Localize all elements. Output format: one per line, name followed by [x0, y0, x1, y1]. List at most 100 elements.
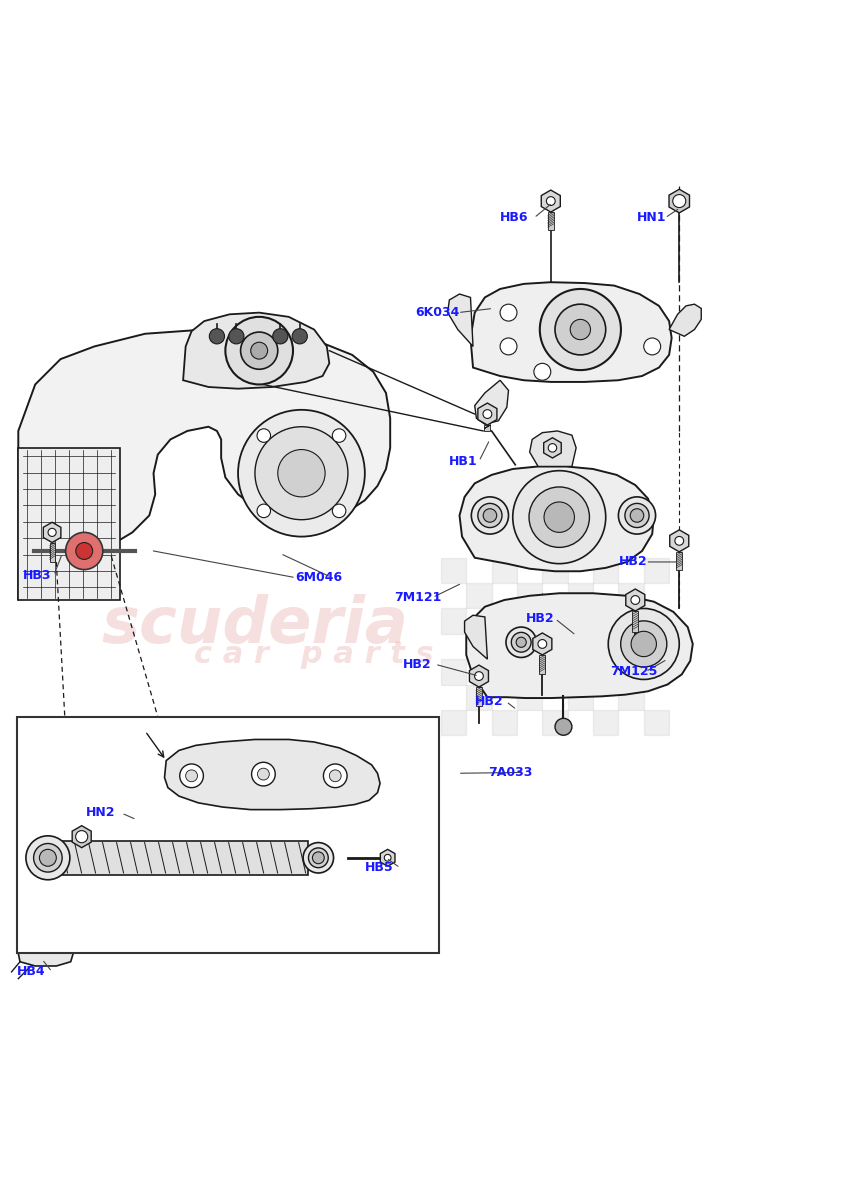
- Bar: [644, 710, 669, 736]
- Text: HN1: HN1: [637, 211, 667, 224]
- Circle shape: [238, 410, 365, 536]
- Circle shape: [255, 427, 348, 520]
- Text: HB5: HB5: [365, 862, 393, 875]
- Circle shape: [180, 764, 204, 787]
- Circle shape: [332, 504, 346, 517]
- Bar: [644, 558, 669, 583]
- Bar: [567, 684, 593, 710]
- Bar: [466, 583, 492, 608]
- Circle shape: [483, 509, 497, 522]
- Bar: [644, 608, 669, 634]
- Bar: [618, 583, 644, 608]
- Circle shape: [516, 637, 527, 647]
- Bar: [49, 542, 54, 562]
- Bar: [517, 634, 543, 659]
- Text: HB2: HB2: [403, 658, 432, 671]
- Circle shape: [186, 770, 198, 781]
- Circle shape: [48, 528, 56, 536]
- Text: 6K034: 6K034: [416, 306, 460, 319]
- Polygon shape: [669, 304, 701, 336]
- Circle shape: [258, 768, 270, 780]
- Bar: [593, 710, 618, 736]
- Bar: [543, 608, 567, 634]
- Bar: [539, 655, 545, 674]
- Circle shape: [209, 329, 225, 344]
- Circle shape: [625, 503, 649, 528]
- Polygon shape: [471, 282, 672, 382]
- Circle shape: [34, 844, 62, 872]
- Polygon shape: [541, 190, 561, 212]
- Circle shape: [555, 719, 572, 736]
- Circle shape: [278, 450, 325, 497]
- Polygon shape: [544, 438, 561, 458]
- Circle shape: [631, 631, 656, 656]
- Bar: [543, 659, 567, 684]
- Text: HN2: HN2: [86, 806, 115, 820]
- Polygon shape: [470, 665, 488, 688]
- Circle shape: [506, 628, 537, 658]
- Text: scuderia: scuderia: [102, 594, 409, 656]
- Bar: [517, 684, 543, 710]
- Bar: [17, 716, 439, 953]
- Circle shape: [483, 409, 492, 419]
- Text: HB2: HB2: [475, 695, 504, 708]
- Circle shape: [273, 329, 288, 344]
- Circle shape: [513, 470, 605, 564]
- Bar: [543, 558, 567, 583]
- Circle shape: [323, 764, 347, 787]
- Bar: [543, 710, 567, 736]
- Circle shape: [544, 502, 574, 533]
- Polygon shape: [381, 850, 395, 866]
- Circle shape: [618, 497, 656, 534]
- Text: 7M121: 7M121: [394, 590, 442, 604]
- Circle shape: [549, 444, 556, 452]
- Polygon shape: [530, 431, 576, 467]
- Circle shape: [26, 836, 70, 880]
- Bar: [19, 448, 120, 600]
- Bar: [517, 583, 543, 608]
- Polygon shape: [72, 826, 92, 847]
- Circle shape: [332, 428, 346, 443]
- Circle shape: [631, 595, 639, 605]
- Bar: [633, 611, 639, 632]
- Circle shape: [293, 329, 307, 344]
- Bar: [618, 634, 644, 659]
- Text: HB6: HB6: [500, 211, 528, 224]
- Circle shape: [226, 317, 293, 384]
- Circle shape: [251, 342, 268, 359]
- Bar: [441, 659, 466, 684]
- Circle shape: [475, 672, 483, 680]
- Circle shape: [303, 842, 333, 874]
- Circle shape: [644, 338, 661, 355]
- Bar: [476, 688, 482, 707]
- Text: 6M046: 6M046: [295, 571, 343, 583]
- Circle shape: [39, 850, 56, 866]
- Polygon shape: [669, 190, 689, 212]
- Polygon shape: [460, 467, 654, 571]
- Circle shape: [546, 197, 555, 205]
- Polygon shape: [533, 632, 552, 655]
- Circle shape: [229, 329, 244, 344]
- Polygon shape: [478, 403, 497, 425]
- Circle shape: [511, 632, 531, 652]
- Text: HB4: HB4: [17, 965, 45, 978]
- Circle shape: [570, 319, 590, 340]
- Polygon shape: [670, 530, 689, 552]
- Bar: [567, 634, 593, 659]
- Bar: [484, 425, 490, 431]
- Bar: [644, 659, 669, 684]
- Text: HB1: HB1: [449, 455, 478, 468]
- Circle shape: [65, 533, 103, 570]
- Bar: [593, 558, 618, 583]
- Bar: [59, 841, 308, 875]
- Text: 7M125: 7M125: [610, 665, 657, 678]
- Bar: [677, 552, 682, 570]
- Bar: [441, 558, 466, 583]
- Circle shape: [500, 304, 517, 322]
- Polygon shape: [19, 947, 73, 966]
- Circle shape: [75, 830, 87, 842]
- Circle shape: [241, 332, 278, 370]
- Bar: [492, 558, 517, 583]
- Bar: [618, 684, 644, 710]
- Circle shape: [471, 497, 509, 534]
